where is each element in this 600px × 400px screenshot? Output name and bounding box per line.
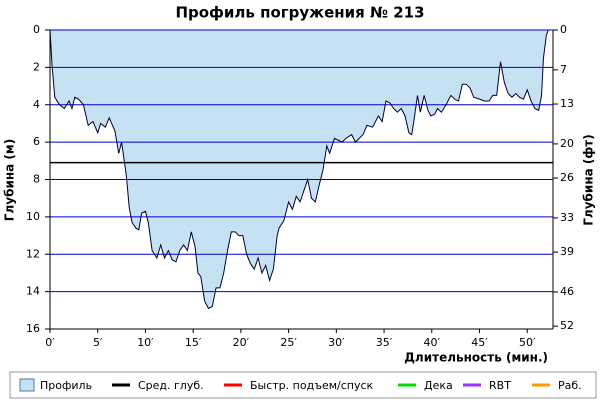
legend-label: Профиль [40,379,92,392]
y-tick-label: 10 [26,210,40,223]
y2-tick-label: 20 [560,137,574,150]
y2-tick-label: 33 [560,211,574,224]
profile-line [49,29,549,310]
y2-tick-label: 0 [560,23,567,36]
y-tick-label: 2 [33,60,40,73]
x-tick-label: 20′ [233,336,250,349]
y2-tick-label: 7 [560,63,567,76]
y-tick-label: 14 [26,285,40,298]
chart-title: Профиль погружения № 213 [175,4,424,22]
y-axis-label: Глубина (м) [3,139,17,221]
y-tick-label: 12 [26,247,40,260]
legend-label: Быстр. подъем/спуск [250,379,374,392]
x-tick-label: 30′ [328,336,345,349]
profile-area [50,30,549,309]
y2-axis-label: Глубина (фт) [582,134,596,225]
x-tick-label: 15′ [185,336,202,349]
x-tick-label: 25′ [280,336,297,349]
legend-label: Сред. глуб. [138,379,204,392]
y2-tick-label: 46 [560,285,574,298]
x-axis-label: Длительность (мин.) [404,351,548,365]
y2-tick-label: 52 [560,319,574,332]
y-tick-label: 4 [33,98,40,111]
x-tick-label: 5′ [93,336,103,349]
y-tick-label: 0 [33,23,40,36]
y-tick-label: 16 [26,322,40,335]
x-tick-label: 10′ [137,336,154,349]
y-tick-label: 8 [33,173,40,186]
legend-box [9,371,597,399]
x-tick-label: 45′ [471,336,488,349]
x-tick-label: 40′ [424,336,441,349]
legend-swatch [19,378,35,392]
x-tick-label: 50′ [519,336,536,349]
legend-label: RBT [489,379,511,392]
legend-label: Дека [424,379,453,392]
y-tick-label: 6 [33,135,40,148]
y2-tick-label: 13 [560,97,574,110]
y2-tick-label: 26 [560,171,574,184]
legend-label: Раб. [558,379,582,392]
x-tick-label: 0′ [45,336,55,349]
y2-tick-label: 39 [560,245,574,258]
x-tick-label: 35′ [376,336,393,349]
